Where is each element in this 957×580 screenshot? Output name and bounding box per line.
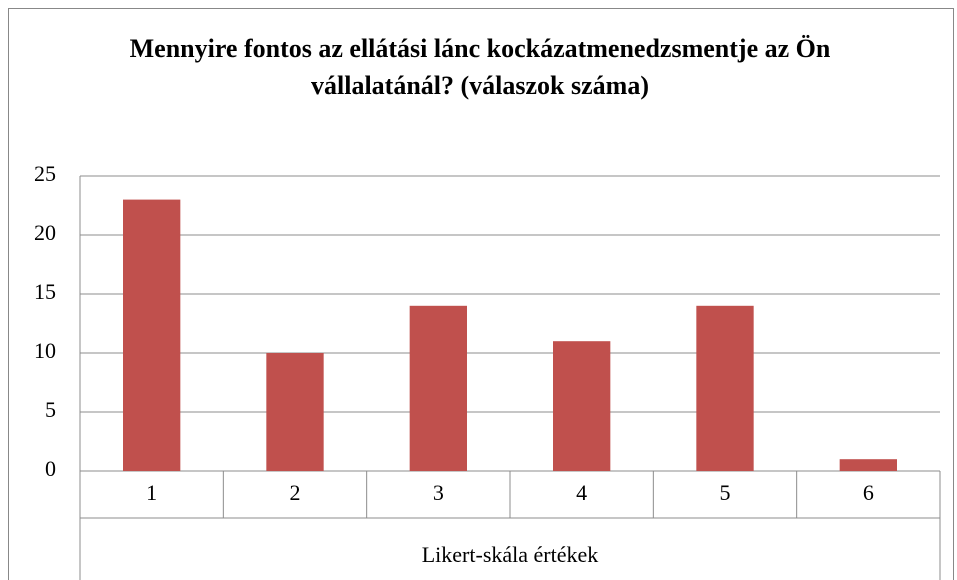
x-tick-label: 4 — [576, 480, 587, 505]
bar — [266, 353, 324, 471]
chart-frame — [8, 8, 954, 580]
y-tick-label: 25 — [34, 161, 56, 186]
x-tick-label: 2 — [290, 480, 301, 505]
bar — [696, 305, 754, 471]
bar — [553, 341, 611, 471]
y-tick-label: 15 — [34, 279, 56, 304]
x-tick-label: 5 — [720, 480, 731, 505]
x-tick-label: 3 — [433, 480, 444, 505]
bar — [839, 459, 897, 471]
y-tick-label: 0 — [45, 456, 56, 481]
x-tick-label: 1 — [146, 480, 157, 505]
y-tick-label: 5 — [45, 397, 56, 422]
x-axis-label: Likert-skála értékek — [422, 542, 599, 567]
y-tick-label: 10 — [34, 338, 56, 363]
bar — [123, 199, 181, 471]
y-tick-label: 20 — [34, 220, 56, 245]
chart-title: Mennyire fontos az ellátási lánc kockáza… — [129, 34, 831, 100]
bar — [409, 305, 467, 471]
x-tick-label: 6 — [863, 480, 874, 505]
